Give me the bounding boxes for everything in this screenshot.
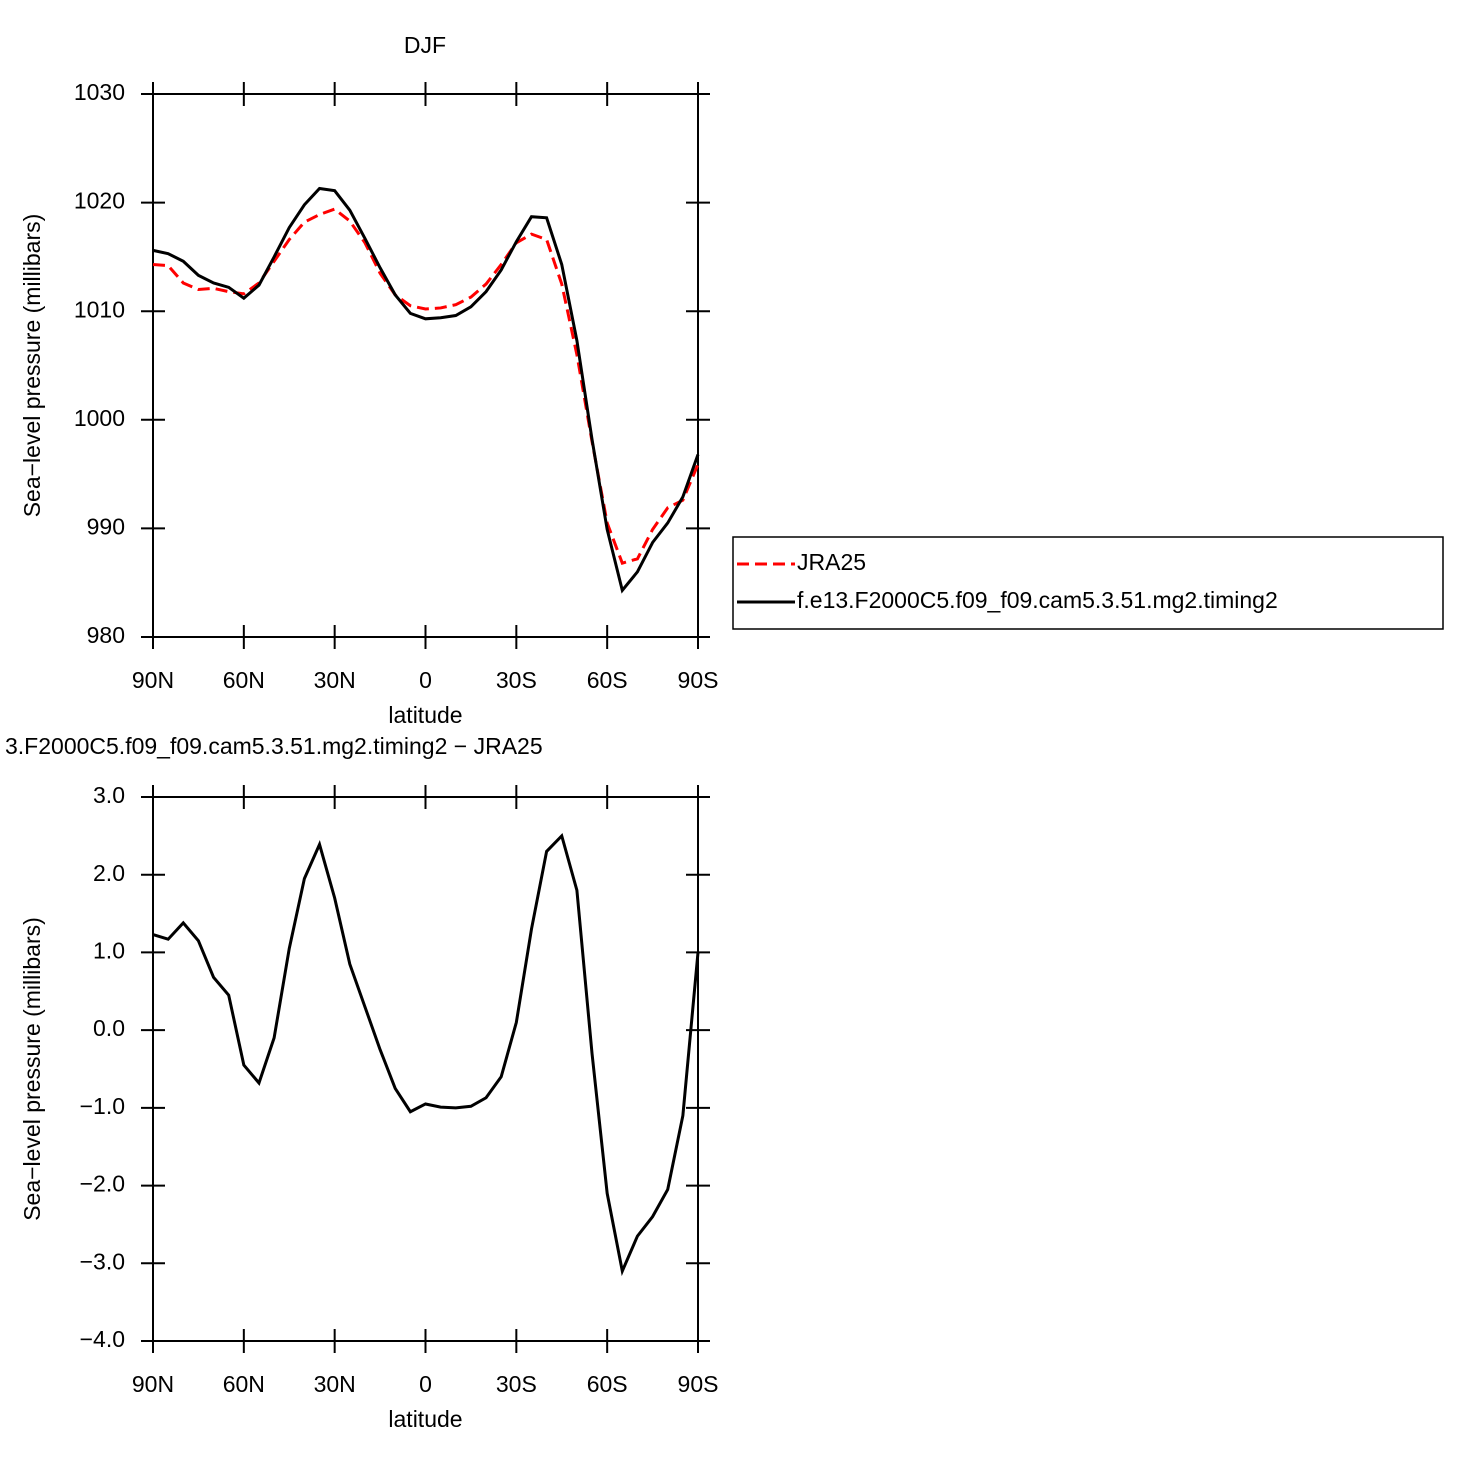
x-tick-label: 30S	[496, 667, 537, 693]
x-axis-label: latitude	[388, 1406, 462, 1432]
x-tick-label: 30N	[314, 667, 356, 693]
legend-label: f.e13.F2000C5.f09_f09.cam5.3.51.mg2.timi…	[797, 587, 1278, 613]
y-tick-label: 1030	[74, 79, 125, 105]
y-axis-label: Sea−level pressure (millibars)	[19, 214, 45, 518]
y-tick-label: −1.0	[80, 1093, 125, 1119]
x-axis-label: latitude	[388, 702, 462, 728]
x-tick-label: 0	[419, 667, 432, 693]
x-tick-label: 90N	[132, 1371, 174, 1397]
y-tick-label: −4.0	[80, 1326, 125, 1352]
x-tick-label: 60N	[223, 1371, 265, 1397]
y-tick-label: 1.0	[93, 938, 125, 964]
x-tick-label: 60S	[587, 1371, 628, 1397]
y-tick-label: 0.0	[93, 1015, 125, 1041]
x-tick-label: 60N	[223, 667, 265, 693]
plot-frame	[152, 796, 699, 1342]
y-tick-label: −3.0	[80, 1248, 125, 1274]
y-tick-label: 980	[87, 622, 125, 648]
x-tick-label: 60S	[587, 667, 628, 693]
y-tick-label: 2.0	[93, 860, 125, 886]
series-line	[152, 186, 700, 594]
chart-title: DJF	[404, 32, 446, 58]
x-tick-label: 90S	[678, 667, 719, 693]
chart-title: 3.F2000C5.f09_f09.cam5.3.51.mg2.timing2 …	[5, 733, 543, 759]
x-tick-label: 90N	[132, 667, 174, 693]
x-tick-label: 30S	[496, 1371, 537, 1397]
x-tick-label: 30N	[314, 1371, 356, 1397]
y-tick-label: 3.0	[93, 782, 125, 808]
x-tick-label: 90S	[678, 1371, 719, 1397]
y-tick-label: 990	[87, 513, 125, 539]
plot-frame	[152, 93, 699, 638]
series-line	[152, 832, 700, 1277]
y-tick-label: 1020	[74, 188, 125, 214]
y-tick-label: 1010	[74, 296, 125, 322]
x-tick-label: 0	[419, 1371, 432, 1397]
legend-label: JRA25	[797, 549, 866, 575]
y-tick-label: 1000	[74, 405, 125, 431]
legend-box	[732, 536, 1444, 630]
y-axis-label: Sea−level pressure (millibars)	[19, 917, 45, 1221]
y-tick-label: −2.0	[80, 1171, 125, 1197]
series-line	[152, 207, 700, 565]
